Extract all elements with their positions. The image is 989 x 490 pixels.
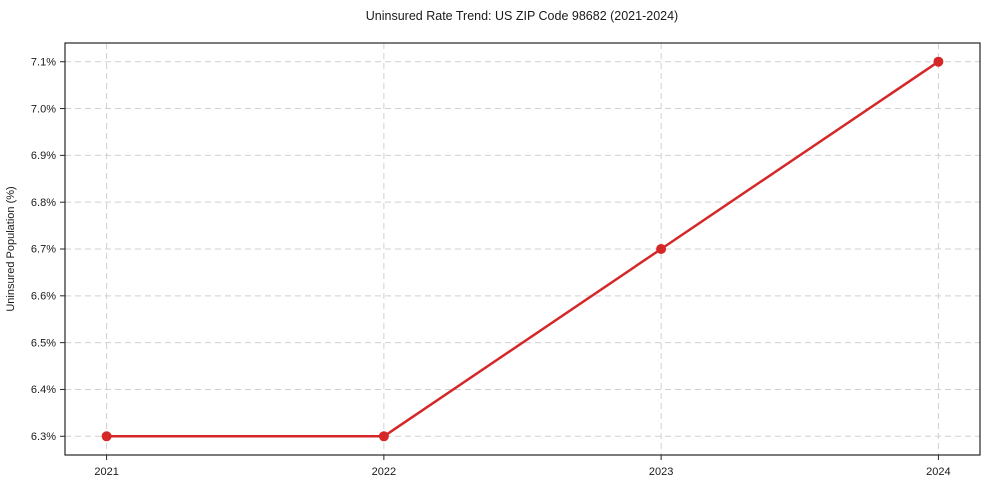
y-tick-label: 7.0% xyxy=(31,103,56,115)
y-tick-label: 6.9% xyxy=(31,150,56,162)
y-axis-label: Uninsured Population (%) xyxy=(5,186,17,311)
y-tick-label: 6.3% xyxy=(31,431,56,443)
data-point-marker xyxy=(656,244,667,254)
trend-line xyxy=(105,60,940,438)
gridlines xyxy=(65,43,980,455)
data-point-marker xyxy=(101,431,112,442)
series-layer xyxy=(101,56,944,442)
x-tick-label: 2023 xyxy=(649,466,673,478)
x-tick-label: 2021 xyxy=(94,466,118,478)
data-point-marker xyxy=(378,431,389,442)
plot-area-border xyxy=(64,42,981,456)
y-tick-label: 7.1% xyxy=(31,56,56,68)
y-tick-label: 6.4% xyxy=(31,384,56,396)
x-axis-ticks: 2021 2022 2023 2024 xyxy=(94,455,951,478)
chart-title: Uninsured Rate Trend: US ZIP Code 98682 … xyxy=(366,9,678,23)
y-tick-label: 6.8% xyxy=(31,197,56,209)
x-tick-label: 2022 xyxy=(372,466,396,478)
y-tick-label: 6.7% xyxy=(31,244,56,256)
x-tick-label: 2024 xyxy=(926,466,950,478)
y-axis-ticks: 6.3% 6.4% 6.5% 6.6% 6.7% 6.8% 6.9% 7.0% 7.1% xyxy=(31,56,65,443)
y-tick-label: 6.5% xyxy=(31,337,56,349)
data-point-marker xyxy=(933,56,944,67)
y-tick-label: 6.6% xyxy=(31,291,56,303)
